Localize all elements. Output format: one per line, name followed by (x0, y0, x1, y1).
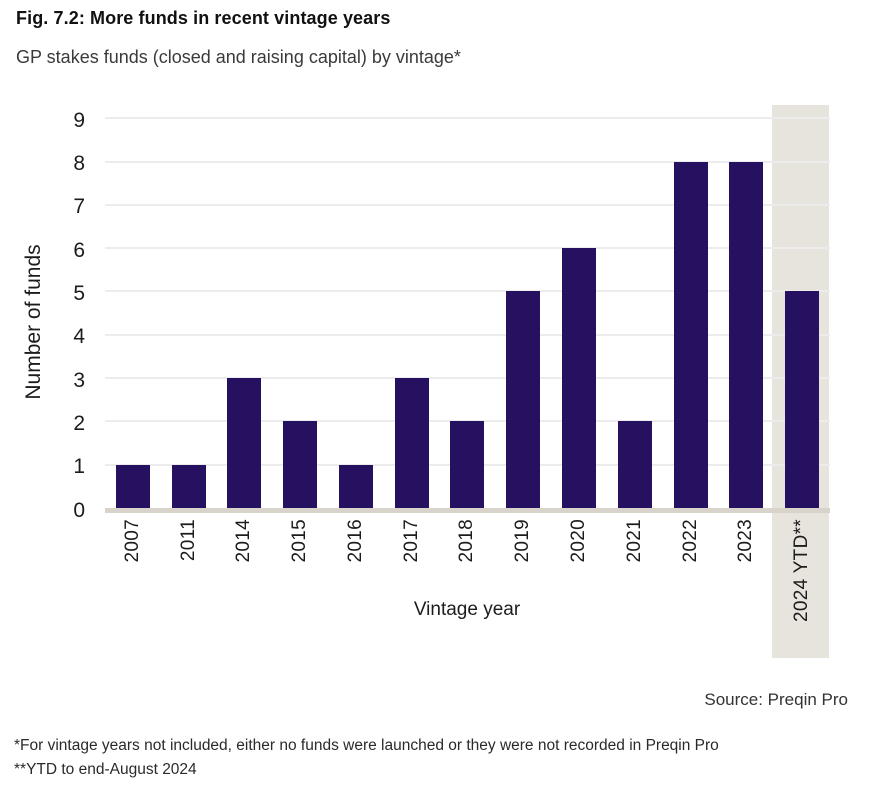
gridline-7 (105, 204, 830, 206)
bar-cell-2020 (551, 105, 607, 508)
y-tick-5: 5 (73, 282, 85, 305)
footnotes: *For vintage years not included, either … (14, 734, 719, 782)
bar-chart: 0 1 2 3 4 5 6 7 8 9 Number of funds 2007 2011 2014 2… (0, 105, 877, 665)
bar-2018 (450, 421, 485, 508)
bar-cell-2015 (272, 105, 328, 508)
y-tick-9: 9 (73, 108, 85, 132)
x-tick-cell-2014: 2014 (217, 519, 273, 622)
y-tick-2: 2 (73, 411, 85, 435)
bar-2011 (171, 465, 206, 508)
x-tick-label-2020: 2020 (568, 519, 589, 563)
bar-2021 (617, 421, 652, 508)
x-tick-cell-2024-ytd-: 2024 YTD** (774, 519, 830, 622)
figure-subtitle: GP stakes funds (closed and raising capi… (16, 47, 461, 67)
gridline-5 (105, 290, 830, 292)
x-tick-label-2016: 2016 (344, 519, 366, 563)
y-tick-1: 1 (73, 455, 85, 479)
bar-cell-2011 (161, 105, 217, 508)
bar-2014 (227, 378, 262, 508)
bar-2024-ytd- (785, 291, 820, 508)
x-axis-title: Vintage year (413, 599, 521, 620)
gridline-3 (105, 377, 830, 379)
y-tick-0: 0 (73, 498, 85, 522)
y-axis-tick-labels: 0 1 2 3 4 5 6 7 8 9 (30, 105, 85, 525)
x-tick-label-2017: 2017 (400, 519, 422, 563)
bar-2022 (673, 162, 708, 508)
bar-cell-2022 (663, 105, 719, 508)
bar-series (105, 105, 830, 508)
x-tick-label-2007: 2007 (121, 519, 143, 563)
x-tick-cell-2021: 2021 (607, 519, 663, 622)
source-credit: Source: Preqin Pro (704, 690, 848, 709)
bar-cell-2021 (607, 105, 663, 508)
x-tick-label-2015: 2015 (289, 519, 311, 563)
y-tick-6: 6 (73, 238, 85, 262)
bar-cell-2014 (217, 105, 273, 508)
bar-cell-2019 (495, 105, 551, 508)
bar-cell-2018 (440, 105, 496, 508)
x-tick-label-2019: 2019 (512, 519, 534, 563)
bar-cell-2016 (328, 105, 384, 508)
x-tick-cell-2015: 2015 (272, 519, 328, 622)
bar-cell-2023 (718, 105, 774, 508)
x-tick-label-2023: 2023 (735, 519, 757, 563)
bar-2020 (562, 248, 596, 508)
bar-2015 (283, 421, 318, 508)
x-tick-cell-2016: 2016 (328, 519, 384, 622)
gridline-8 (105, 161, 830, 163)
figure-title: Fig. 7.2: More funds in recent vintage y… (16, 8, 391, 28)
bar-2019 (506, 291, 541, 508)
bar-cell-2017 (384, 105, 440, 508)
x-tick-label-2018: 2018 (456, 519, 478, 563)
bar-cell-2007 (105, 105, 161, 508)
y-tick-4: 4 (73, 325, 85, 349)
y-tick-8: 8 (73, 152, 85, 176)
plot-area (105, 105, 830, 513)
bar-2017 (394, 378, 429, 508)
gridline-4 (105, 334, 830, 336)
x-tick-cell-2020: 2020 (551, 519, 607, 622)
y-tick-3: 3 (73, 368, 85, 392)
x-tick-label-2011: 2011 (177, 519, 199, 562)
x-tick-cell-2023: 2023 (718, 519, 774, 622)
footnote-ytd: **YTD to end-August 2024 (14, 761, 197, 778)
x-tick-label-2021: 2021 (623, 519, 645, 563)
x-tick-cell-2007: 2007 (105, 519, 161, 622)
y-tick-7: 7 (73, 195, 85, 219)
gridline-9 (105, 117, 830, 119)
footnote-vintage-years: *For vintage years not included, either … (14, 737, 719, 754)
x-tick-cell-2022: 2022 (663, 519, 719, 622)
gridline-6 (105, 247, 830, 249)
x-tick-cell-2011: 2011 (161, 519, 217, 622)
bar-2016 (338, 465, 373, 508)
bar-2007 (115, 465, 150, 508)
bar-cell-2024-ytd- (774, 105, 830, 508)
x-tick-label-2014: 2014 (233, 519, 255, 563)
y-axis-title: Number of funds (22, 244, 45, 400)
bar-2023 (729, 162, 764, 508)
x-tick-label-2022: 2022 (679, 519, 701, 563)
x-tick-label-2024-ytd-: 2024 YTD** (791, 519, 813, 622)
